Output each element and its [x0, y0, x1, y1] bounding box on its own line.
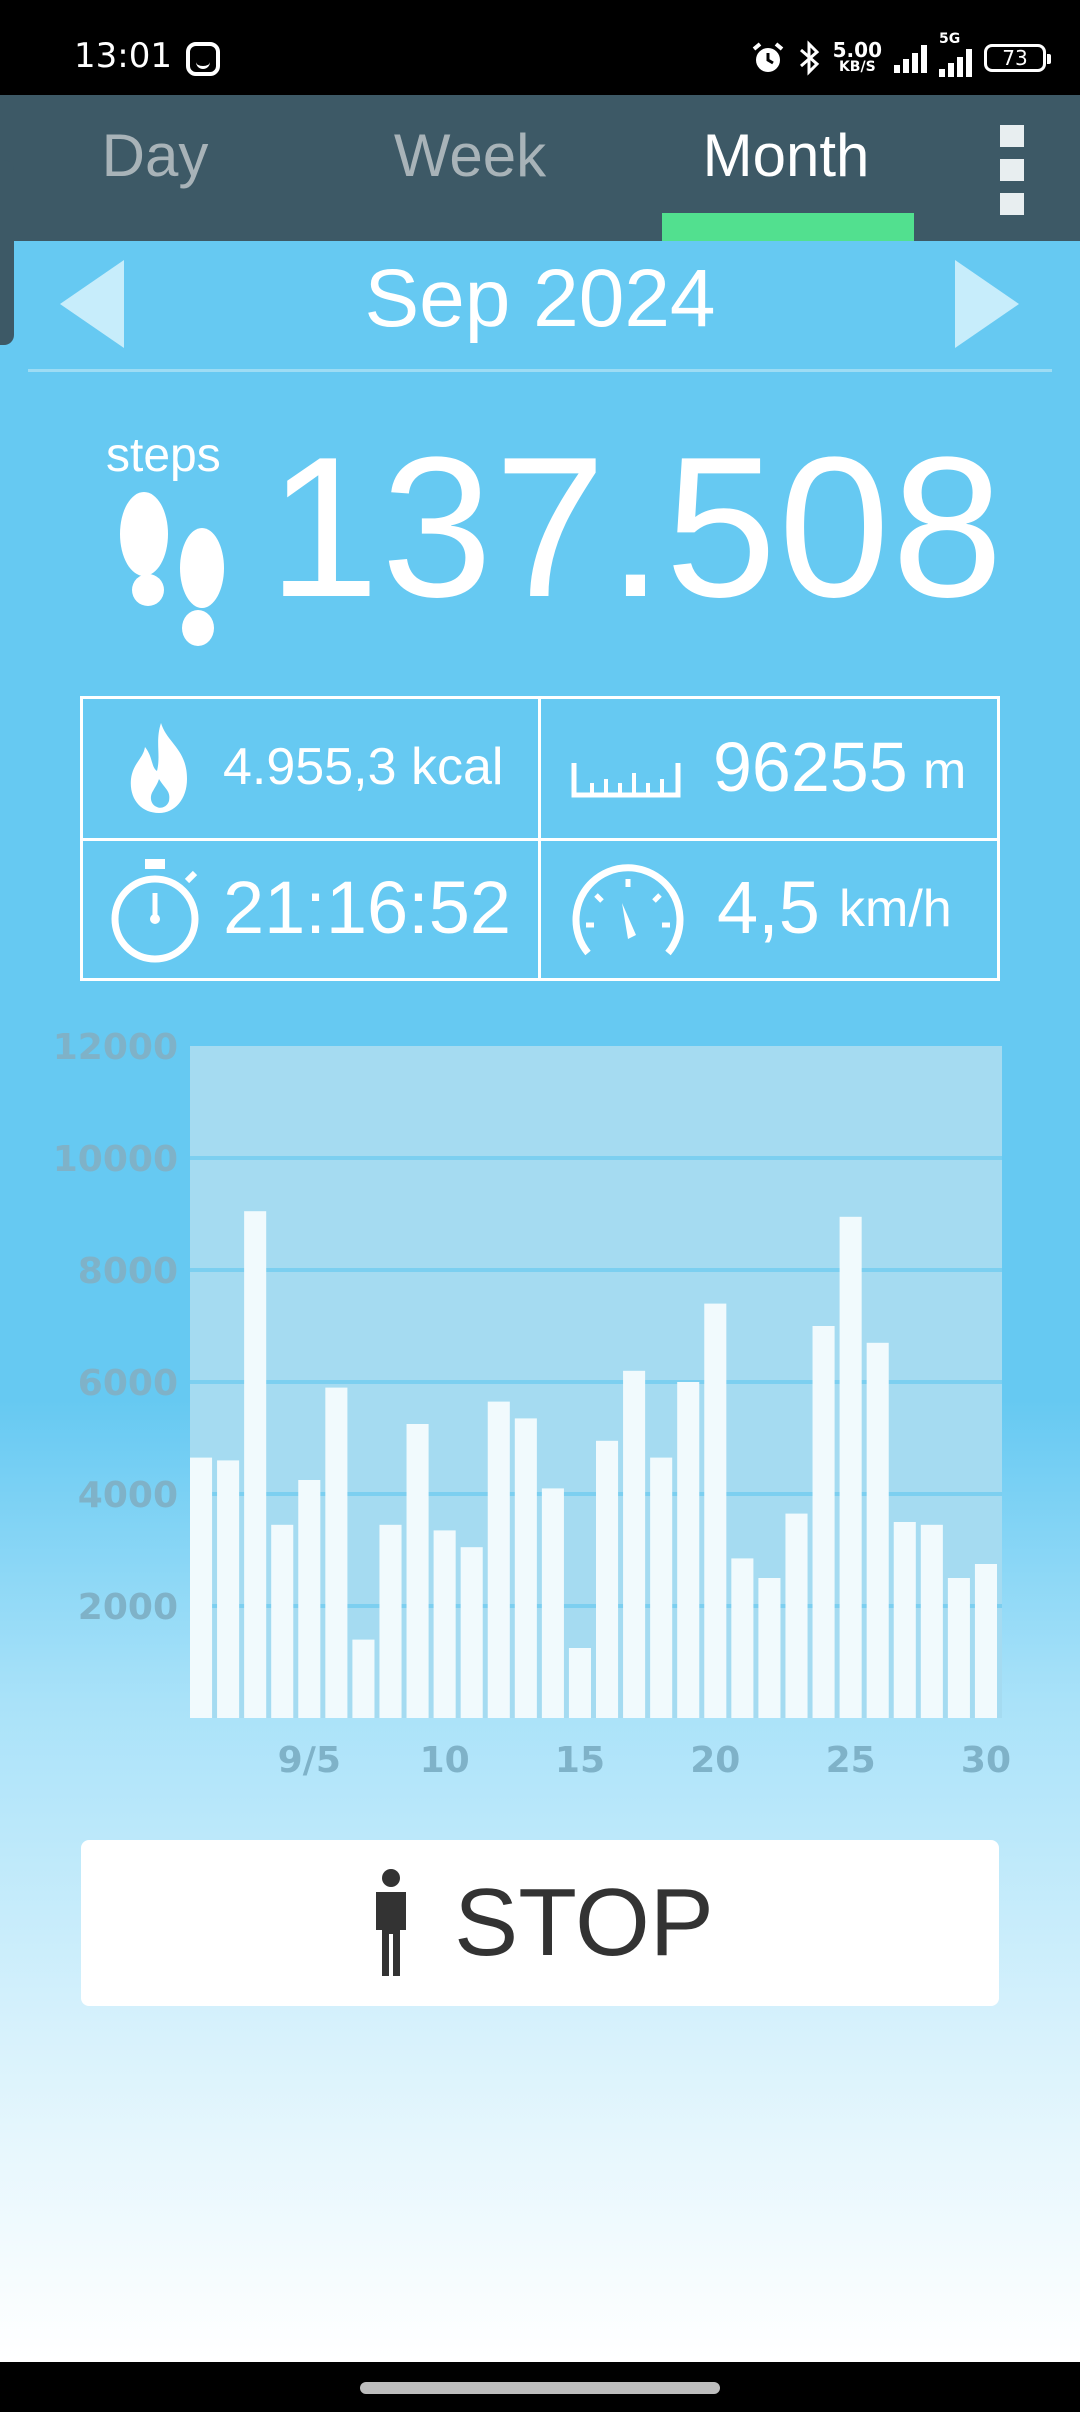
- x-tick-label: 20: [690, 1740, 740, 1781]
- distance-value: 96255: [713, 728, 908, 806]
- bar-day-9: [406, 1424, 429, 1718]
- status-time: 13:01: [74, 36, 172, 76]
- tab-week[interactable]: Week: [393, 122, 547, 189]
- y-tick-label: 6000: [78, 1363, 178, 1404]
- distance-unit: m: [923, 742, 967, 800]
- bar-day-16: [596, 1440, 619, 1718]
- bar-day-17: [623, 1370, 646, 1718]
- stopwatch-icon: [111, 859, 199, 963]
- status-icons: 5.00 KB/S 5G 73: [751, 31, 1051, 78]
- bar-day-20: [704, 1303, 727, 1718]
- y-tick-label: 12000: [53, 1027, 178, 1068]
- x-tick-label: 15: [555, 1740, 605, 1781]
- bar-day-3: [244, 1211, 267, 1718]
- steps-value: 137.508: [268, 416, 1005, 639]
- battery-icon: 73: [984, 44, 1051, 72]
- signal-icon: [894, 43, 927, 73]
- bar-day-7: [352, 1639, 375, 1718]
- bar-day-10: [433, 1530, 456, 1718]
- bar-day-1: [190, 1457, 213, 1718]
- y-tick-label: 10000: [53, 1139, 178, 1180]
- net-speed-value: 5.00: [832, 38, 882, 62]
- bar-day-14: [541, 1488, 564, 1718]
- y-tick-label: 8000: [78, 1251, 178, 1292]
- bar-day-6: [325, 1387, 348, 1718]
- bar-day-2: [217, 1460, 240, 1718]
- triangle-right-icon[interactable]: [955, 260, 1019, 348]
- tab-bar: Day Week Month: [0, 95, 1080, 241]
- system-nav-bar: [0, 2362, 1080, 2412]
- stop-button[interactable]: STOP: [81, 1840, 999, 2006]
- y-tick-label: 4000: [78, 1475, 178, 1516]
- more-vert-icon[interactable]: [1000, 125, 1024, 215]
- network-type: 5G: [939, 31, 961, 47]
- bar-day-18: [650, 1457, 673, 1718]
- bar-day-28: [920, 1524, 943, 1718]
- bar-day-22: [758, 1578, 781, 1718]
- net-speed-unit: KB/S: [838, 59, 876, 75]
- bar-day-30: [974, 1564, 997, 1718]
- bar-day-8: [379, 1524, 402, 1718]
- speedometer-icon: [572, 864, 684, 956]
- alarm-icon: [752, 42, 783, 72]
- speed-unit: km/h: [839, 880, 952, 938]
- bluetooth-icon: [799, 40, 819, 76]
- net-speed: 5.00 KB/S: [832, 38, 882, 75]
- daily-steps-chart: 2000 4000 6000 8000 10000 12000 9/5 10 15 20 25 30: [53, 1027, 1011, 1781]
- status-bar: 13:01 5.00 KB/S 5G 73: [0, 0, 1080, 95]
- x-tick-label: 9/5: [278, 1740, 341, 1781]
- divider: [28, 369, 1052, 372]
- ruler-icon: [571, 763, 681, 798]
- x-tick-label: 25: [826, 1740, 876, 1781]
- month-title: Sep 2024: [364, 253, 716, 344]
- bar-day-12: [487, 1401, 510, 1718]
- bar-day-13: [514, 1418, 537, 1718]
- bar-day-5: [298, 1480, 321, 1718]
- person-icon: [376, 1869, 407, 1976]
- bar-day-15: [568, 1648, 591, 1718]
- duration-value: 21:16:52: [223, 866, 512, 949]
- tab-month[interactable]: Month: [702, 122, 870, 189]
- bar-day-19: [677, 1382, 700, 1718]
- bar-day-21: [731, 1558, 754, 1718]
- bar-day-23: [785, 1513, 808, 1718]
- stats-grid: 4.955,3 kcal 96255 m 21:16:52 4,5 km/h: [80, 696, 1000, 981]
- bar-day-26: [866, 1342, 889, 1718]
- x-tick-label: 10: [420, 1740, 470, 1781]
- flame-icon: [130, 723, 187, 813]
- edge-handle[interactable]: [0, 160, 14, 345]
- triangle-left-icon[interactable]: [60, 260, 124, 348]
- footsteps-icon: [120, 492, 224, 646]
- home-indicator[interactable]: [360, 2382, 720, 2394]
- signal-5g-icon: 5G: [939, 31, 972, 77]
- tab-indicator: [662, 213, 914, 241]
- battery-level: 73: [1002, 46, 1028, 70]
- tab-day[interactable]: Day: [101, 122, 209, 189]
- y-tick-label: 2000: [78, 1587, 178, 1628]
- bar-day-27: [893, 1522, 916, 1718]
- bar-day-4: [271, 1524, 294, 1718]
- bar-day-29: [947, 1578, 970, 1718]
- x-tick-label: 30: [961, 1740, 1011, 1781]
- steps-label: steps: [106, 429, 221, 482]
- bar-day-11: [460, 1547, 483, 1718]
- smiley-icon: [186, 42, 220, 76]
- speed-value: 4,5: [717, 866, 820, 949]
- bar-day-25: [839, 1216, 862, 1718]
- calories-value: 4.955,3 kcal: [223, 738, 504, 796]
- stop-label: STOP: [454, 1869, 714, 1976]
- bar-day-24: [812, 1326, 835, 1718]
